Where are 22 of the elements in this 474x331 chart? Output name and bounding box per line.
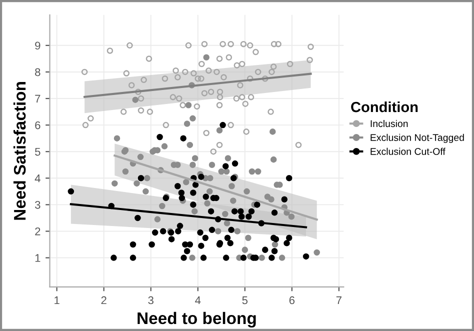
y-axis-title: Need Satisfaction — [13, 82, 26, 220]
y-tick-label: 7 — [35, 94, 40, 103]
x-tick-label: 1 — [54, 296, 60, 304]
x-tick-label: 3 — [148, 296, 154, 304]
y-tick-label: 6 — [35, 121, 40, 130]
y-tick-label: 9 — [35, 42, 40, 50]
x-tick-label: 6 — [289, 296, 295, 304]
y-tick-label: 1 — [35, 254, 40, 262]
legend-label: Exclusion Not-Tagged — [370, 134, 464, 143]
x-tick-label: 5 — [242, 296, 248, 304]
x-axis-title: Need to belong — [138, 312, 256, 328]
y-tick-label: 3 — [34, 200, 40, 209]
x-tick-label: 2 — [101, 296, 106, 304]
y-tick-label: 8 — [35, 68, 40, 76]
legend-title: Condition — [351, 101, 418, 112]
legend-label: Inclusion — [370, 120, 408, 128]
legend-label: Exclusion Cut-Off — [370, 148, 446, 155]
x-tick-label: 7 — [336, 296, 342, 304]
y-tick-label: 2 — [35, 228, 40, 236]
y-tick-label: 5 — [35, 148, 40, 156]
y-tick-label: 4 — [34, 174, 40, 182]
x-tick-label: 4 — [195, 296, 201, 304]
